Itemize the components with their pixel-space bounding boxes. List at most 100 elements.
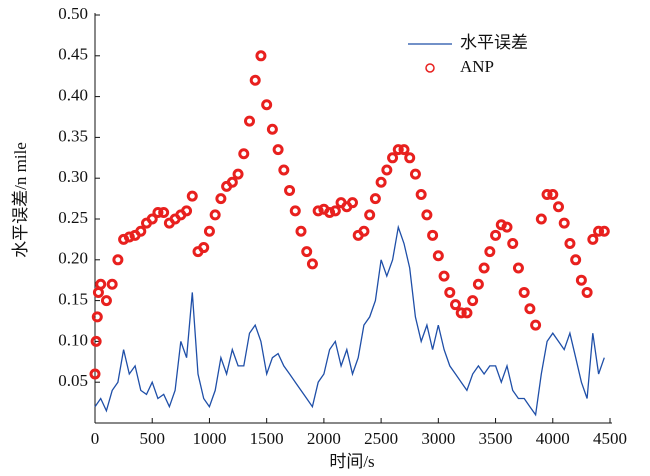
data-point [244, 115, 255, 127]
data-point [249, 74, 261, 86]
data-point [598, 225, 610, 237]
data-point [261, 99, 273, 111]
data-point [553, 201, 564, 213]
data-point [593, 225, 605, 237]
data-point [324, 206, 336, 218]
data-point [152, 206, 164, 218]
data-point [472, 278, 484, 290]
y-tick-label: 0.35 [58, 126, 88, 145]
data-point [432, 250, 444, 262]
x-tick-label: 4500 [593, 429, 627, 448]
data-point [541, 189, 553, 201]
x-tick-label: 3500 [479, 429, 513, 448]
data-point [438, 270, 450, 282]
data-point [512, 262, 524, 274]
data-point [209, 209, 221, 221]
x-tick-label: 500 [139, 429, 165, 448]
y-tick-label: 0.50 [58, 4, 88, 23]
data-point [238, 148, 250, 160]
data-point [312, 205, 324, 217]
data-point [289, 205, 301, 217]
data-point [398, 144, 410, 156]
data-point [375, 176, 387, 188]
data-point [278, 164, 290, 176]
data-point [364, 209, 376, 221]
data-point [135, 225, 147, 237]
data-point [587, 233, 599, 245]
data-point [404, 152, 416, 164]
legend-label: ANP [460, 57, 494, 76]
data-point [392, 144, 404, 156]
data-point [455, 307, 467, 319]
data-point [558, 217, 570, 229]
data-point [295, 225, 307, 237]
data-point [564, 237, 576, 249]
data-point [530, 319, 542, 331]
x-tick-label: 3000 [421, 429, 455, 448]
data-point [100, 295, 112, 307]
data-point [467, 295, 479, 307]
data-point [95, 278, 107, 290]
data-point [306, 258, 318, 270]
data-point [232, 168, 244, 180]
x-tick-label: 2500 [364, 429, 398, 448]
y-tick-label: 0.30 [58, 167, 88, 186]
data-point [329, 205, 341, 217]
data-point [186, 190, 198, 202]
data-point [123, 231, 135, 243]
data-point [301, 246, 313, 258]
legend-label: 水平误差 [460, 33, 528, 52]
data-point [89, 368, 101, 380]
data-point [450, 299, 461, 311]
data-point [381, 164, 393, 176]
data-point [369, 193, 381, 205]
data-point [575, 274, 587, 286]
data-point [198, 242, 210, 254]
x-axis-label: 时间/s [329, 452, 374, 471]
data-point [91, 311, 103, 323]
data-point [444, 286, 456, 298]
y-tick-label: 0.25 [58, 208, 88, 227]
data-point [284, 184, 296, 196]
data-point [518, 286, 530, 298]
x-tick-label: 1500 [250, 429, 284, 448]
data-point [478, 262, 490, 274]
data-point [415, 189, 427, 201]
data-point [490, 229, 502, 241]
y-axis-label: 水平误差/n mile [11, 142, 30, 258]
data-point [461, 307, 473, 319]
y-tick-label: 0.40 [58, 86, 88, 105]
data-point [358, 225, 370, 237]
y-tick-label: 0.10 [58, 330, 88, 349]
data-point [146, 213, 158, 225]
x-tick-label: 4000 [536, 429, 570, 448]
data-point [387, 152, 399, 164]
data-point [501, 221, 513, 233]
y-tick-label: 0.05 [58, 371, 88, 390]
y-tick-label: 0.15 [58, 290, 88, 309]
data-point [484, 246, 496, 258]
y-tick-label: 0.45 [58, 45, 88, 64]
data-point [255, 50, 267, 62]
data-point [570, 254, 582, 266]
data-point [112, 254, 124, 266]
data-point [547, 189, 559, 201]
data-point [524, 303, 536, 315]
data-point [421, 209, 433, 221]
data-point [409, 168, 421, 180]
y-tick-label: 0.20 [58, 249, 88, 268]
data-point [215, 193, 227, 205]
data-point [507, 237, 519, 249]
x-tick-label: 0 [91, 429, 100, 448]
data-point [535, 213, 547, 225]
data-point [106, 278, 118, 290]
data-point [581, 286, 593, 298]
x-tick-label: 1000 [192, 429, 226, 448]
legend-swatch [425, 63, 435, 73]
data-point [90, 335, 102, 347]
data-line [94, 224, 605, 417]
data-point [203, 225, 215, 237]
data-point [427, 229, 439, 241]
